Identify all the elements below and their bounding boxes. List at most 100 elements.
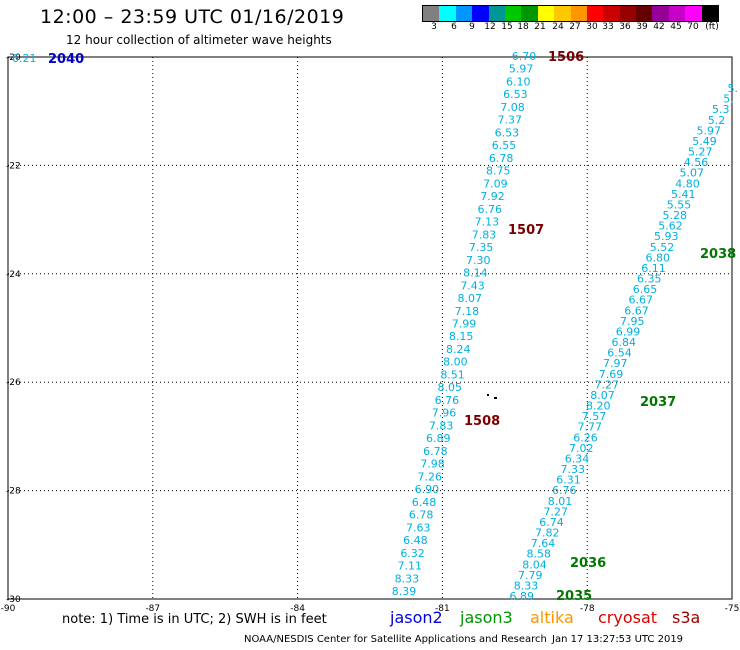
wave-height-value: 6.67 — [624, 304, 649, 317]
wave-height-value: 7.99 — [452, 318, 477, 331]
longitude-tick-label: -87 — [145, 604, 160, 614]
wave-height-value: 5.62 — [658, 220, 683, 233]
wave-height-value: 6.78 — [423, 445, 448, 458]
wave-height-value: 7.63 — [406, 521, 431, 534]
wave-height-value: 7.08 — [500, 101, 525, 114]
wave-height-value: 7.43 — [460, 279, 485, 292]
wave-height-value: 8.05 — [437, 381, 462, 394]
wave-height-value: 7.77 — [578, 421, 603, 434]
satellite-legend-jason2: jason2 — [390, 608, 443, 627]
wave-height-value: 8.07 — [457, 292, 482, 305]
legend-swatch — [619, 6, 637, 21]
wave-height-value: 7.92 — [480, 190, 505, 203]
latitude-tick-label: -30 — [6, 595, 21, 605]
wave-height-value: 8.04 — [522, 558, 547, 571]
longitude-tick-label: -84 — [290, 604, 305, 614]
wave-height-value: 6.80 — [646, 251, 671, 264]
units-note: note: 1) Time is in UTC; 2) SWH is in fe… — [62, 612, 327, 627]
wave-height-value: 5. — [723, 93, 734, 106]
wave-height-value: 5.07 — [680, 167, 705, 180]
legend-label: 33 — [602, 22, 614, 32]
legend-swatch — [668, 6, 686, 21]
wave-height-value: 7.13 — [475, 216, 500, 229]
coast-mark — [494, 397, 497, 399]
legend-label: 42 — [653, 22, 665, 32]
latitude-tick-label: -22 — [6, 161, 21, 171]
wave-height-value: 7.79 — [518, 569, 543, 582]
pass-time-label: 1507 — [508, 223, 544, 238]
legend-swatch — [521, 6, 538, 21]
wave-height-value: 6.26 — [573, 431, 598, 444]
legend-swatch — [685, 6, 702, 21]
wave-height-value: 5.49 — [692, 135, 717, 148]
wave-height-value: 6.89 — [510, 590, 535, 603]
footer-credit: NOAA/NESDIS Center for Satellite Applica… — [244, 634, 547, 645]
wave-height-value: 7.33 — [561, 463, 586, 476]
wave-height-value: 6.90 — [415, 483, 440, 496]
wave-height-value: 6.76 — [552, 484, 577, 497]
wave-height-value: 7.26 — [417, 470, 442, 483]
wave-height-value: 5.2 — [708, 114, 726, 127]
wave-height-value: 6.54 — [607, 347, 632, 360]
wave-height-value: 7.97 — [603, 357, 628, 370]
wave-height-value: 6.84 — [612, 336, 637, 349]
legend-swatch — [586, 6, 604, 21]
satellite-legend-cryosat: cryosat — [598, 608, 658, 627]
wave-height-value: 6.48 — [412, 496, 437, 509]
wave-height-value: 6.65 — [633, 283, 658, 296]
legend-label: 36 — [619, 22, 631, 32]
wave-height-value: 6.10 — [506, 75, 531, 88]
legend-swatch — [636, 6, 653, 21]
legend-label: 3 — [431, 22, 437, 32]
wave-height-value: 6.34 — [565, 452, 590, 465]
wave-height-value: 5.97 — [509, 63, 534, 76]
wave-height-value: 6.53 — [495, 126, 520, 139]
wave-height-value: 5.55 — [667, 198, 692, 211]
wave-height-value: 8.15 — [449, 330, 474, 343]
legend-swatch — [488, 6, 505, 21]
legend-swatch — [537, 6, 555, 21]
wave-height-value: 6.76 — [477, 203, 502, 216]
pass-time-label: 1506 — [548, 50, 584, 65]
wave-height-value: 6.67 — [629, 294, 654, 307]
wave-height-value: 5.3 — [712, 103, 730, 116]
wave-height-value: 6.32 — [400, 547, 425, 560]
legend-label: 27 — [569, 22, 581, 32]
legend-label: 18 — [517, 22, 529, 32]
wave-height-value: 7.27 — [544, 505, 569, 518]
map-subtitle: 12 hour collection of altimeter wave hei… — [66, 33, 332, 47]
wave-height-value: 7.18 — [455, 305, 480, 318]
legend-labels: 3 6 9 12 15 18 21 24 27 30 33 36 39 42 45 70 (ft) — [422, 22, 728, 34]
wave-height-value: 5.52 — [650, 241, 675, 254]
wave-height-value: 5.97 — [697, 124, 722, 137]
wave-height-value: 6.55 — [492, 139, 517, 152]
wave-height-value: 7.11 — [397, 560, 422, 573]
wave-height-value: 6.78 — [409, 509, 434, 522]
legend-swatch — [455, 6, 473, 21]
wave-height-value: 7.27 — [595, 378, 620, 391]
wave-height-value: 8.07 — [590, 389, 615, 402]
legend-swatch — [652, 6, 669, 21]
wave-height-value: 5. — [728, 82, 739, 95]
legend-label: 6 — [451, 22, 457, 32]
footer-timestamp: Jan 17 13:27:53 UTC 2019 — [552, 634, 684, 645]
map-frame — [7, 56, 733, 600]
pass-time-label: 1508 — [464, 414, 500, 429]
wave-height-value: 7.98 — [420, 458, 445, 471]
legend-label: 21 — [534, 22, 546, 32]
wave-height-value: 7.95 — [620, 315, 645, 328]
wave-height-value: 7.64 — [531, 537, 556, 550]
wave-height-value: 7.09 — [483, 177, 508, 190]
wave-height-value: 6.74 — [539, 516, 564, 529]
wave-height-value: 4.56 — [684, 156, 709, 169]
wave-height-value: 7.96 — [432, 407, 457, 420]
legend-label: 70 — [687, 22, 699, 32]
wave-height-value: 5.41 — [671, 188, 696, 201]
latitude-tick-label: -24 — [6, 270, 21, 280]
legend-label: 39 — [636, 22, 648, 32]
wave-height-value: 8.51 — [440, 368, 465, 381]
wave-height-value: 6.21 — [12, 52, 37, 65]
coast-mark — [487, 394, 489, 396]
wave-height-value: 8.24 — [446, 343, 471, 356]
wave-height-value: 6.11 — [641, 262, 666, 275]
